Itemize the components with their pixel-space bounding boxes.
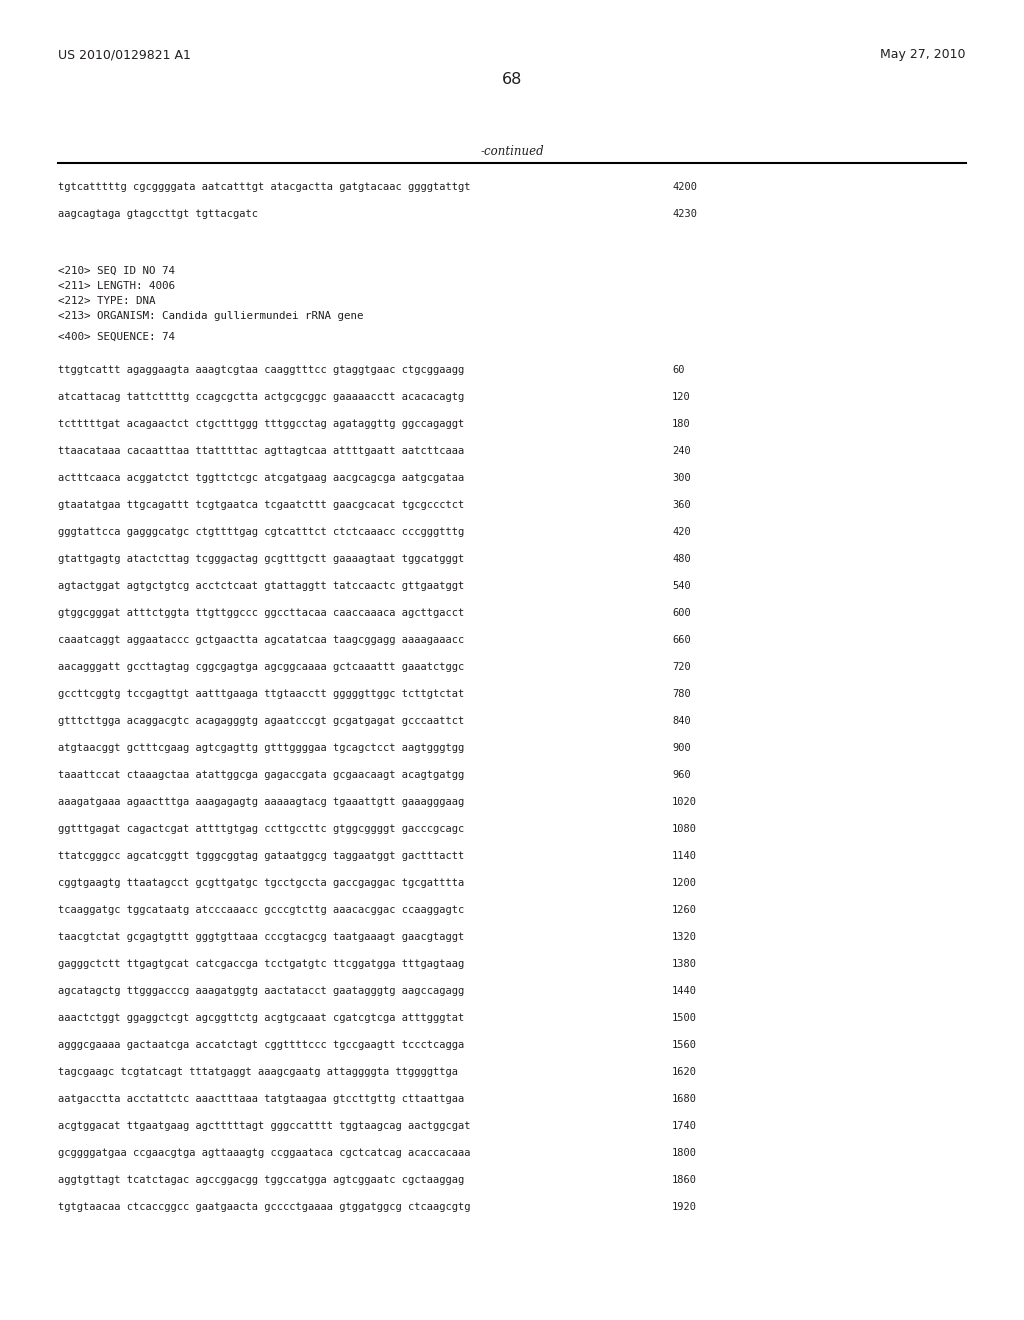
Text: aacagggatt gccttagtag cggcgagtga agcggcaaaa gctcaaattt gaaatctggc: aacagggatt gccttagtag cggcgagtga agcggca… xyxy=(58,663,464,672)
Text: agcatagctg ttgggacccg aaagatggtg aactatacct gaatagggtg aagccagagg: agcatagctg ttgggacccg aaagatggtg aactata… xyxy=(58,986,464,997)
Text: 180: 180 xyxy=(672,418,691,429)
Text: gcggggatgaa ccgaacgtga agttaaagtg ccggaataca cgctcatcag acaccacaaa: gcggggatgaa ccgaacgtga agttaaagtg ccggaa… xyxy=(58,1148,470,1158)
Text: atcattacag tattcttttg ccagcgctta actgcgcggc gaaaaacctt acacacagtg: atcattacag tattcttttg ccagcgctta actgcgc… xyxy=(58,392,464,403)
Text: 600: 600 xyxy=(672,609,691,618)
Text: 68: 68 xyxy=(502,73,522,87)
Text: -continued: -continued xyxy=(480,145,544,158)
Text: 1080: 1080 xyxy=(672,824,697,834)
Text: <212> TYPE: DNA: <212> TYPE: DNA xyxy=(58,296,156,306)
Text: May 27, 2010: May 27, 2010 xyxy=(881,48,966,61)
Text: agtactggat agtgctgtcg acctctcaat gtattaggtt tatccaactc gttgaatggt: agtactggat agtgctgtcg acctctcaat gtattag… xyxy=(58,581,464,591)
Text: aaactctggt ggaggctcgt agcggttctg acgtgcaaat cgatcgtcga atttgggtat: aaactctggt ggaggctcgt agcggttctg acgtgca… xyxy=(58,1012,464,1023)
Text: 360: 360 xyxy=(672,500,691,510)
Text: tagcgaagc tcgtatcagt tttatgaggt aaagcgaatg attaggggta ttggggttga: tagcgaagc tcgtatcagt tttatgaggt aaagcgaa… xyxy=(58,1067,458,1077)
Text: gtggcgggat atttctggta ttgttggccc ggccttacaa caaccaaaca agcttgacct: gtggcgggat atttctggta ttgttggccc ggcctta… xyxy=(58,609,464,618)
Text: atgtaacggt gctttcgaag agtcgagttg gtttggggaa tgcagctcct aagtgggtgg: atgtaacggt gctttcgaag agtcgagttg gtttggg… xyxy=(58,743,464,752)
Text: tcaaggatgc tggcataatg atcccaaacc gcccgtcttg aaacacggac ccaaggagtc: tcaaggatgc tggcataatg atcccaaacc gcccgtc… xyxy=(58,906,464,915)
Text: tgtcatttttg cgcggggata aatcatttgt atacgactta gatgtacaac ggggtattgt: tgtcatttttg cgcggggata aatcatttgt atacga… xyxy=(58,182,470,191)
Text: agggcgaaaa gactaatcga accatctagt cggttttccc tgccgaagtt tccctcagga: agggcgaaaa gactaatcga accatctagt cggtttt… xyxy=(58,1040,464,1049)
Text: <211> LENGTH: 4006: <211> LENGTH: 4006 xyxy=(58,281,175,290)
Text: gtttcttgga acaggacgtc acagagggtg agaatcccgt gcgatgagat gcccaattct: gtttcttgga acaggacgtc acagagggtg agaatcc… xyxy=(58,715,464,726)
Text: 1440: 1440 xyxy=(672,986,697,997)
Text: 60: 60 xyxy=(672,366,684,375)
Text: tctttttgat acagaactct ctgctttggg tttggcctag agataggttg ggccagaggt: tctttttgat acagaactct ctgctttggg tttggcc… xyxy=(58,418,464,429)
Text: 660: 660 xyxy=(672,635,691,645)
Text: 420: 420 xyxy=(672,527,691,537)
Text: 1380: 1380 xyxy=(672,960,697,969)
Text: <400> SEQUENCE: 74: <400> SEQUENCE: 74 xyxy=(58,333,175,342)
Text: ggtttgagat cagactcgat attttgtgag ccttgccttc gtggcggggt gacccgcagc: ggtttgagat cagactcgat attttgtgag ccttgcc… xyxy=(58,824,464,834)
Text: taaattccat ctaaagctaa atattggcga gagaccgata gcgaacaagt acagtgatgg: taaattccat ctaaagctaa atattggcga gagaccg… xyxy=(58,770,464,780)
Text: aggtgttagt tcatctagac agccggacgg tggccatgga agtcggaatc cgctaaggag: aggtgttagt tcatctagac agccggacgg tggccat… xyxy=(58,1175,464,1185)
Text: aatgacctta acctattctc aaactttaaa tatgtaagaa gtccttgttg cttaattgaa: aatgacctta acctattctc aaactttaaa tatgtaa… xyxy=(58,1094,464,1104)
Text: 540: 540 xyxy=(672,581,691,591)
Text: gccttcggtg tccgagttgt aatttgaaga ttgtaacctt gggggttggc tcttgtctat: gccttcggtg tccgagttgt aatttgaaga ttgtaac… xyxy=(58,689,464,700)
Text: 240: 240 xyxy=(672,446,691,455)
Text: 1860: 1860 xyxy=(672,1175,697,1185)
Text: 780: 780 xyxy=(672,689,691,700)
Text: 300: 300 xyxy=(672,473,691,483)
Text: gtaatatgaa ttgcagattt tcgtgaatca tcgaatcttt gaacgcacat tgcgccctct: gtaatatgaa ttgcagattt tcgtgaatca tcgaatc… xyxy=(58,500,464,510)
Text: 1800: 1800 xyxy=(672,1148,697,1158)
Text: 1920: 1920 xyxy=(672,1203,697,1212)
Text: US 2010/0129821 A1: US 2010/0129821 A1 xyxy=(58,48,190,61)
Text: acgtggacat ttgaatgaag agctttttagt gggccatttt tggtaagcag aactggcgat: acgtggacat ttgaatgaag agctttttagt gggcca… xyxy=(58,1121,470,1131)
Text: 1140: 1140 xyxy=(672,851,697,861)
Text: 1020: 1020 xyxy=(672,797,697,807)
Text: 480: 480 xyxy=(672,554,691,564)
Text: caaatcaggt aggaataccc gctgaactta agcatatcaa taagcggagg aaaagaaacc: caaatcaggt aggaataccc gctgaactta agcatat… xyxy=(58,635,464,645)
Text: 900: 900 xyxy=(672,743,691,752)
Text: aaagatgaaa agaactttga aaagagagtg aaaaagtacg tgaaattgtt gaaagggaag: aaagatgaaa agaactttga aaagagagtg aaaaagt… xyxy=(58,797,464,807)
Text: ttggtcattt agaggaagta aaagtcgtaa caaggtttcc gtaggtgaac ctgcggaagg: ttggtcattt agaggaagta aaagtcgtaa caaggtt… xyxy=(58,366,464,375)
Text: aagcagtaga gtagccttgt tgttacgatc: aagcagtaga gtagccttgt tgttacgatc xyxy=(58,209,258,219)
Text: 1260: 1260 xyxy=(672,906,697,915)
Text: gggtattcca gagggcatgc ctgttttgag cgtcatttct ctctcaaacc cccgggtttg: gggtattcca gagggcatgc ctgttttgag cgtcatt… xyxy=(58,527,464,537)
Text: 4200: 4200 xyxy=(672,182,697,191)
Text: 1680: 1680 xyxy=(672,1094,697,1104)
Text: <210> SEQ ID NO 74: <210> SEQ ID NO 74 xyxy=(58,267,175,276)
Text: cggtgaagtg ttaatagcct gcgttgatgc tgcctgccta gaccgaggac tgcgatttta: cggtgaagtg ttaatagcct gcgttgatgc tgcctgc… xyxy=(58,878,464,888)
Text: 4230: 4230 xyxy=(672,209,697,219)
Text: 1560: 1560 xyxy=(672,1040,697,1049)
Text: taacgtctat gcgagtgttt gggtgttaaa cccgtacgcg taatgaaagt gaacgtaggt: taacgtctat gcgagtgttt gggtgttaaa cccgtac… xyxy=(58,932,464,942)
Text: 960: 960 xyxy=(672,770,691,780)
Text: gagggctctt ttgagtgcat catcgaccga tcctgatgtc ttcggatgga tttgagtaag: gagggctctt ttgagtgcat catcgaccga tcctgat… xyxy=(58,960,464,969)
Text: 1740: 1740 xyxy=(672,1121,697,1131)
Text: ttaacataaa cacaatttaa ttatttttac agttagtcaa attttgaatt aatcttcaaa: ttaacataaa cacaatttaa ttatttttac agttagt… xyxy=(58,446,464,455)
Text: tgtgtaacaa ctcaccggcc gaatgaacta gcccctgaaaa gtggatggcg ctcaagcgtg: tgtgtaacaa ctcaccggcc gaatgaacta gcccctg… xyxy=(58,1203,470,1212)
Text: <213> ORGANISM: Candida gulliermundei rRNA gene: <213> ORGANISM: Candida gulliermundei rR… xyxy=(58,312,364,321)
Text: 1200: 1200 xyxy=(672,878,697,888)
Text: actttcaaca acggatctct tggttctcgc atcgatgaag aacgcagcga aatgcgataa: actttcaaca acggatctct tggttctcgc atcgatg… xyxy=(58,473,464,483)
Text: 1320: 1320 xyxy=(672,932,697,942)
Text: 720: 720 xyxy=(672,663,691,672)
Text: gtattgagtg atactcttag tcgggactag gcgtttgctt gaaaagtaat tggcatgggt: gtattgagtg atactcttag tcgggactag gcgtttg… xyxy=(58,554,464,564)
Text: 120: 120 xyxy=(672,392,691,403)
Text: 1620: 1620 xyxy=(672,1067,697,1077)
Text: 840: 840 xyxy=(672,715,691,726)
Text: 1500: 1500 xyxy=(672,1012,697,1023)
Text: ttatcgggcc agcatcggtt tgggcggtag gataatggcg taggaatggt gactttactt: ttatcgggcc agcatcggtt tgggcggtag gataatg… xyxy=(58,851,464,861)
